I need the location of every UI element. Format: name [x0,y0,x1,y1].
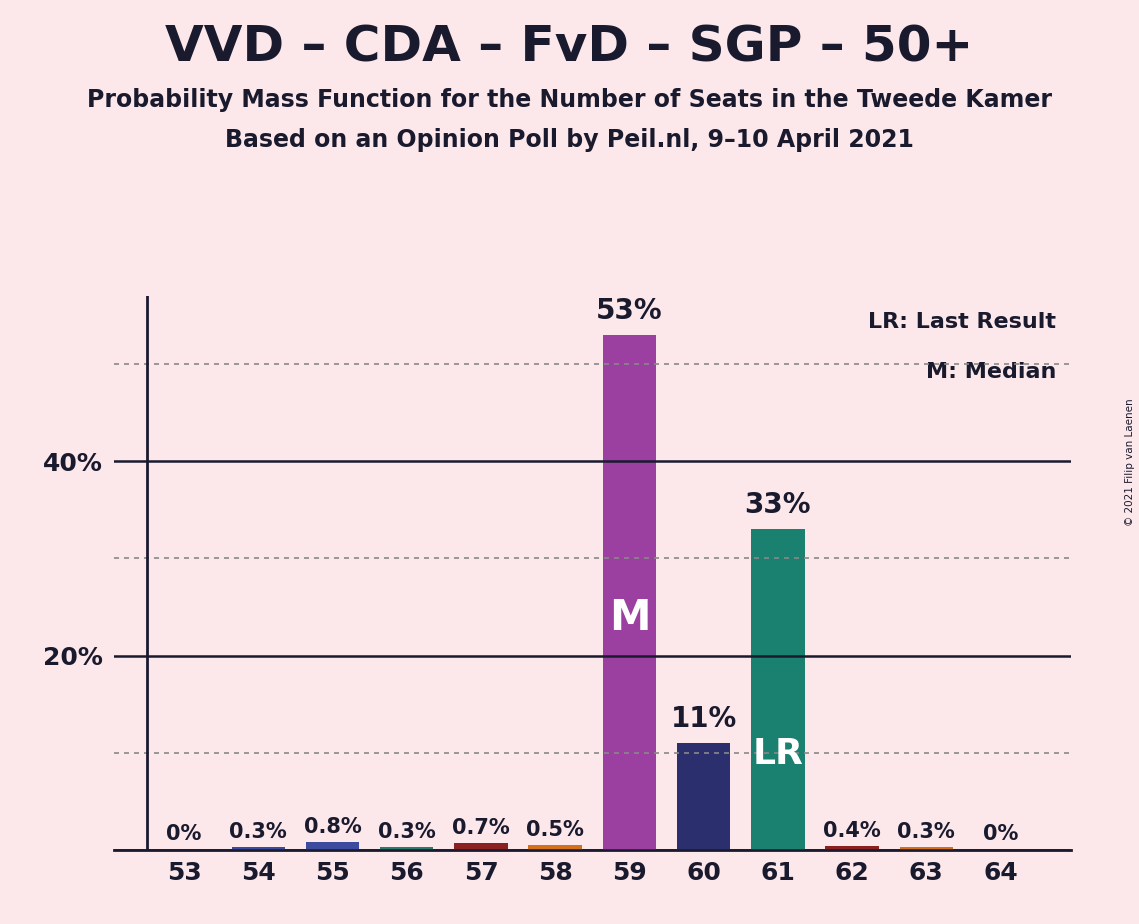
Text: 0.4%: 0.4% [823,821,880,842]
Bar [677,743,730,850]
Text: 0.3%: 0.3% [898,822,956,843]
Text: Probability Mass Function for the Number of Seats in the Tweede Kamer: Probability Mass Function for the Number… [87,88,1052,112]
Bar [528,845,582,850]
Bar [380,847,434,850]
Text: 11%: 11% [671,705,737,734]
Text: © 2021 Filip van Laenen: © 2021 Filip van Laenen [1125,398,1134,526]
Bar [305,843,359,850]
Text: 0.3%: 0.3% [378,822,435,843]
Text: 53%: 53% [596,297,663,325]
Bar [603,334,656,850]
Text: M: Median: M: Median [926,362,1056,383]
Text: Based on an Opinion Poll by Peil.nl, 9–10 April 2021: Based on an Opinion Poll by Peil.nl, 9–1… [226,128,913,152]
Text: 0.8%: 0.8% [304,818,361,837]
Bar [900,847,953,850]
Text: VVD – CDA – FvD – SGP – 50+: VVD – CDA – FvD – SGP – 50+ [165,23,974,71]
Text: LR: LR [753,736,803,771]
Bar [231,847,285,850]
Bar [751,529,804,850]
Bar [454,844,508,850]
Text: 0%: 0% [983,824,1018,845]
Bar [826,846,879,850]
Text: M: M [608,597,650,639]
Text: 33%: 33% [745,492,811,519]
Text: 0.7%: 0.7% [452,819,510,838]
Text: 0%: 0% [166,824,202,845]
Text: 0.5%: 0.5% [526,821,584,840]
Text: LR: Last Result: LR: Last Result [868,312,1056,333]
Text: 0.3%: 0.3% [229,822,287,843]
